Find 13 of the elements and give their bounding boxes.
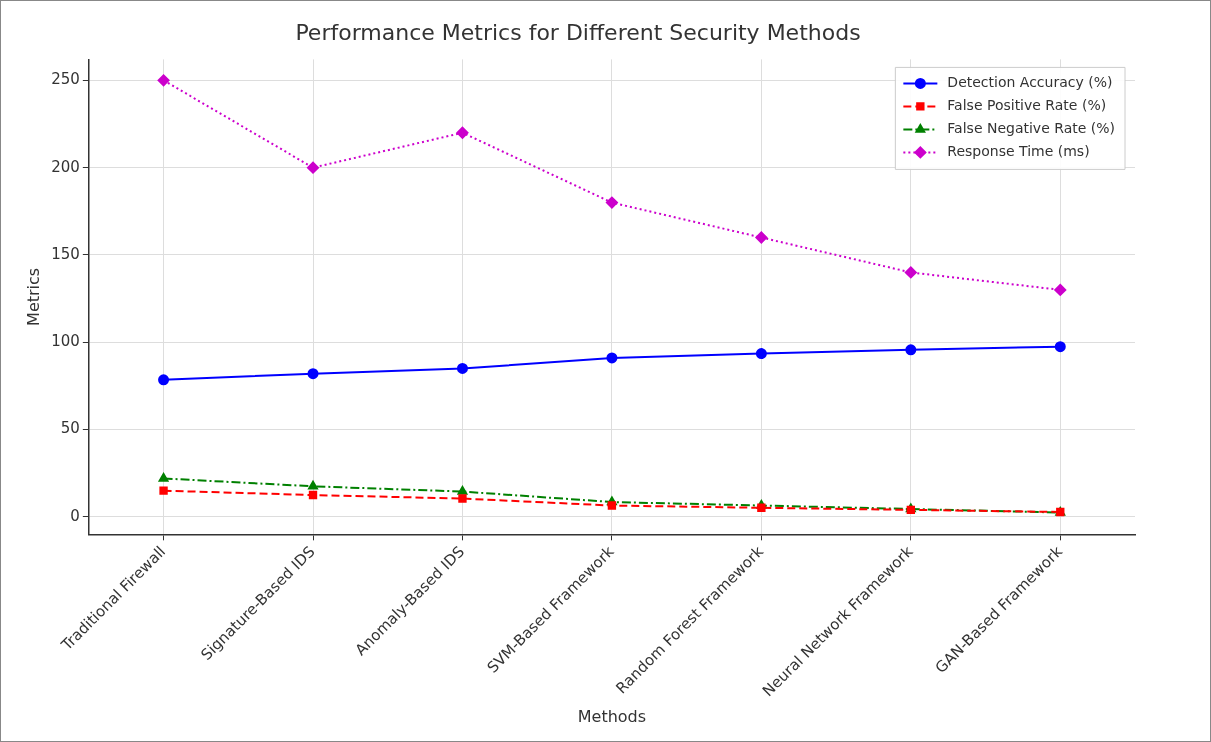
legend-label: False Negative Rate (%) xyxy=(947,120,1115,137)
y-tick-label: 200 xyxy=(51,157,80,176)
y-tick-label: 0 xyxy=(70,506,80,525)
x-axis-title: Methods xyxy=(577,706,647,726)
chart-title: Performance Metrics for Different Security Methods xyxy=(295,19,861,45)
legend-label: Detection Accuracy (%) xyxy=(947,74,1113,91)
y-tick-label: 50 xyxy=(60,419,80,438)
y-tick-label: 100 xyxy=(51,332,80,351)
y-tick-label: 150 xyxy=(51,244,80,263)
y-tick-label: 250 xyxy=(51,70,80,89)
y-axis-title: Metrics xyxy=(23,267,43,326)
legend-label: Response Time (ms) xyxy=(947,143,1090,160)
legend-label: False Positive Rate (%) xyxy=(947,97,1107,114)
